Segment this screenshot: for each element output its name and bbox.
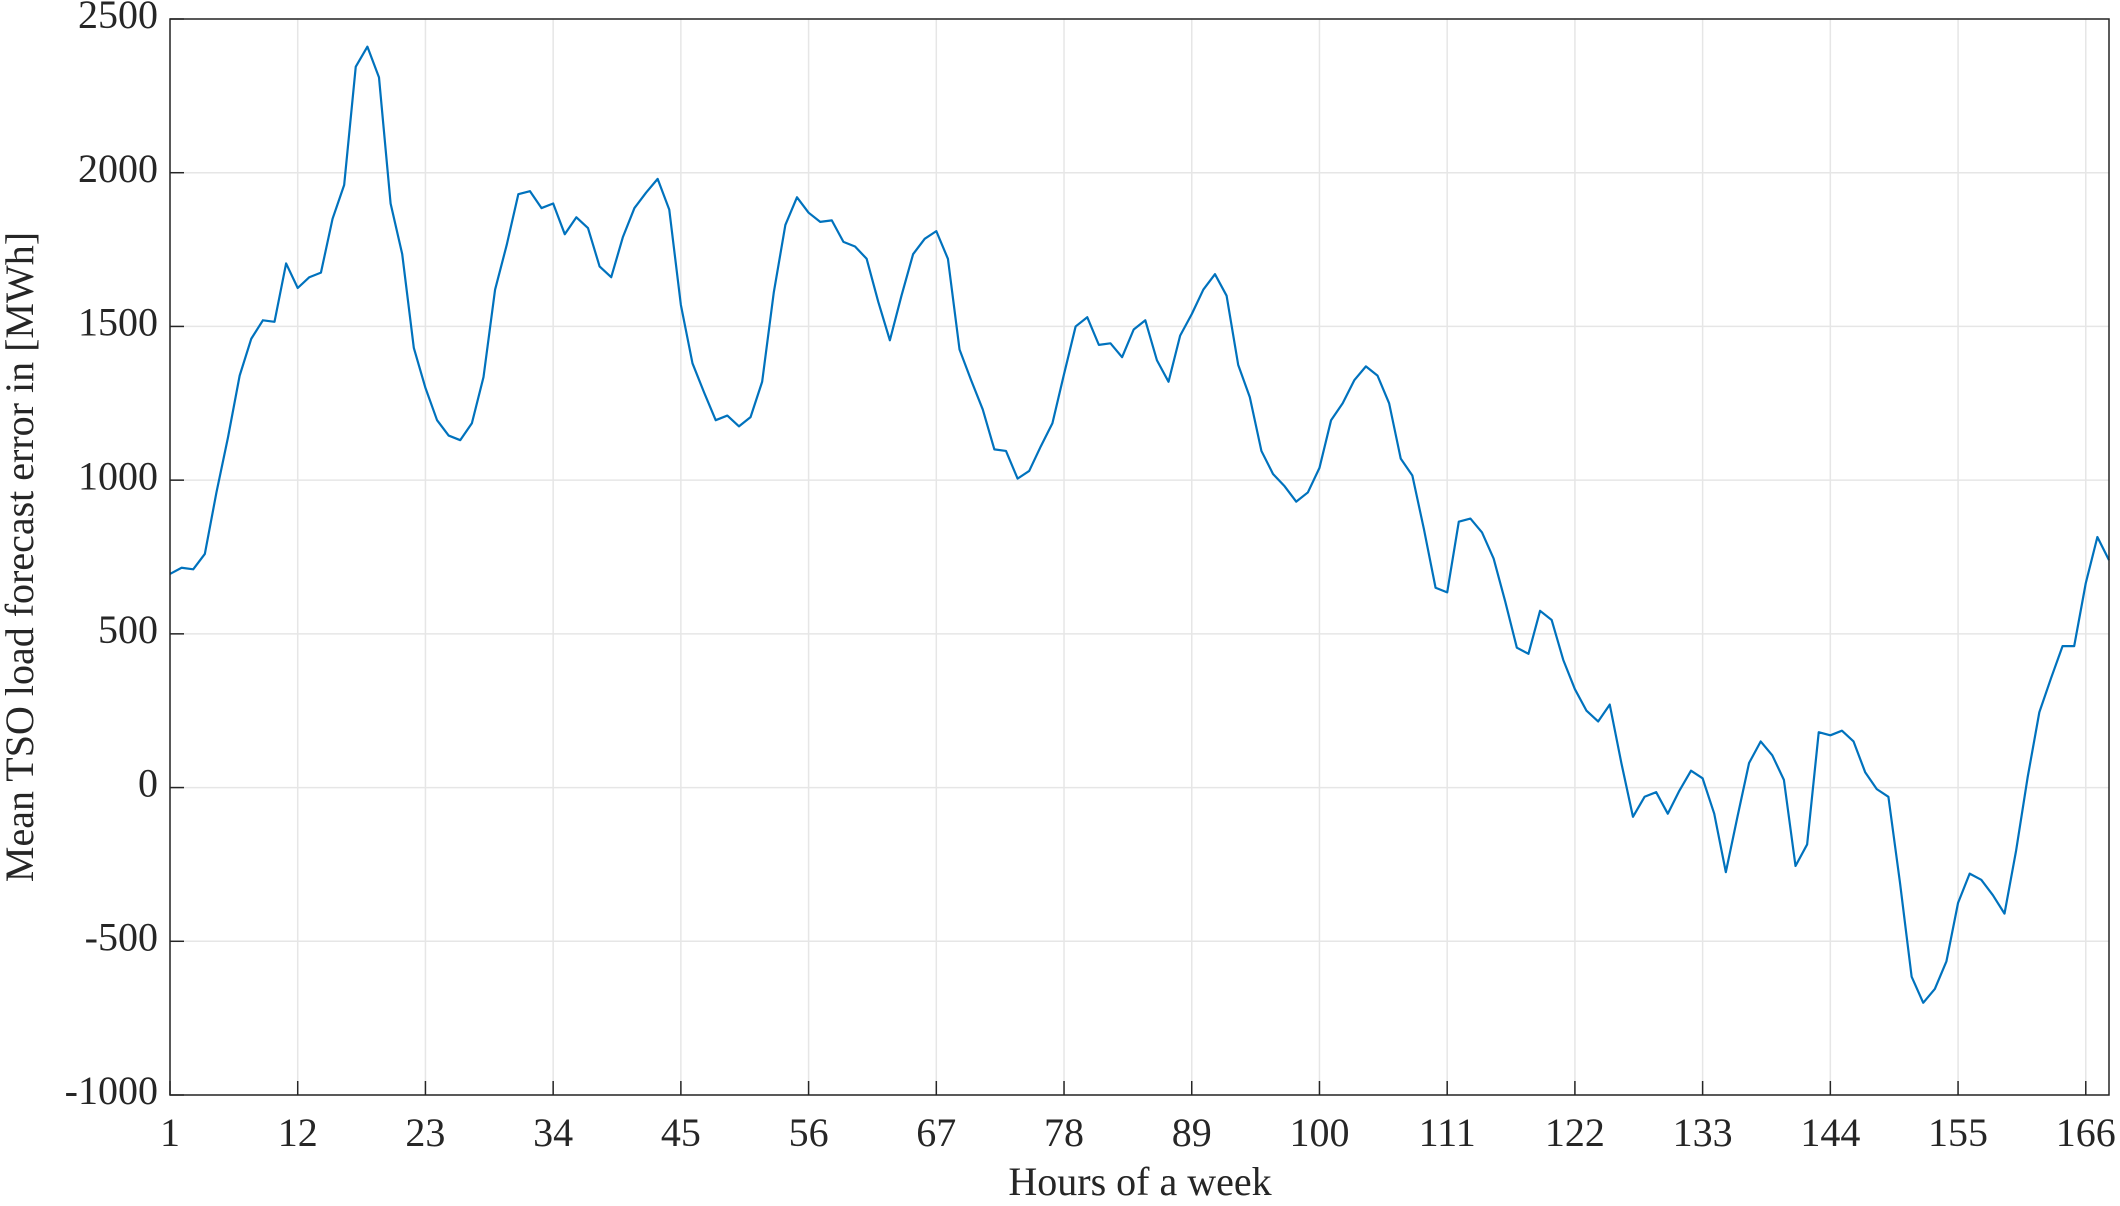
- y-tick-label: 500: [98, 607, 158, 652]
- grid-layer: [169, 18, 2109, 1096]
- y-tick-label: -1000: [65, 1068, 158, 1113]
- x-tick-label: 67: [916, 1110, 956, 1155]
- x-tick-label: 45: [661, 1110, 701, 1155]
- x-tick-label: 122: [1545, 1110, 1605, 1155]
- data-line: [169, 45, 2110, 1004]
- x-tick-label: 89: [1172, 1110, 1212, 1155]
- x-tick-label: 56: [789, 1110, 829, 1155]
- y-tick-label: 1000: [78, 453, 158, 498]
- y-tick-label: -500: [85, 914, 158, 959]
- x-axis-label: Hours of a week: [1008, 1159, 1271, 1204]
- y-axis-label: Mean TSO load forecast error in [MWh]: [0, 232, 42, 882]
- y-tick-label: 2000: [78, 146, 158, 191]
- x-tick-label: 144: [1800, 1110, 1860, 1155]
- x-tick-label: 133: [1673, 1110, 1733, 1155]
- y-tick-label: 0: [138, 761, 158, 806]
- x-tick-label: 1: [160, 1110, 180, 1155]
- x-tick-label: 155: [1928, 1110, 1988, 1155]
- x-tick-label: 100: [1289, 1110, 1349, 1155]
- x-tick-label: 111: [1419, 1110, 1476, 1155]
- x-tick-label: 166: [2056, 1110, 2116, 1155]
- x-tick-label: 34: [533, 1110, 573, 1155]
- x-tick-label: 12: [278, 1110, 318, 1155]
- y-tick-label: 1500: [78, 300, 158, 345]
- x-tick-label: 23: [405, 1110, 445, 1155]
- data-layer: [169, 45, 2110, 1004]
- y-tick-label: 2500: [78, 0, 158, 37]
- x-tick-label: 78: [1044, 1110, 1084, 1155]
- axes-box: [169, 18, 2110, 1096]
